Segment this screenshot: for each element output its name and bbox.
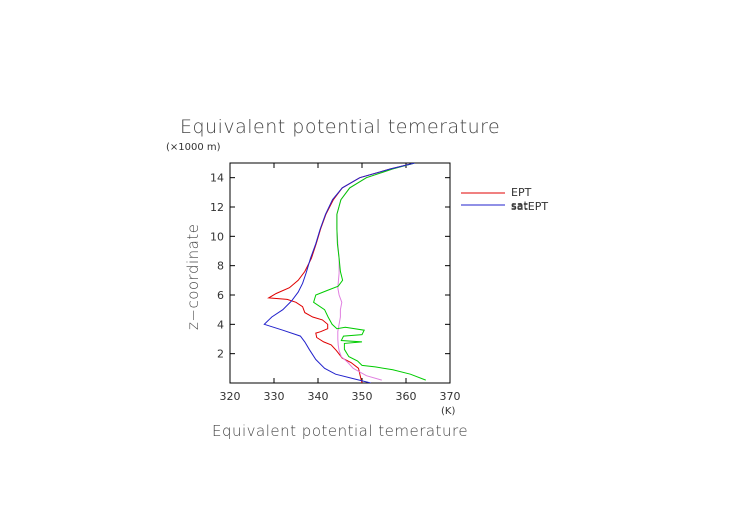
series-line-unnamed: [263, 163, 415, 383]
y-tick-label: 10: [210, 230, 224, 243]
x-tick-label: 340: [308, 390, 329, 403]
series-line-satept: [336, 163, 415, 381]
y-axis-ticks: 2 4 6 8 10 12 14: [210, 172, 450, 361]
legend-label: satEPT: [511, 200, 548, 213]
x-axis-unit: (K): [441, 406, 455, 417]
x-tick-label: 320: [220, 390, 241, 403]
y-tick-label: 2: [217, 348, 224, 361]
y-axis-unit: (×1000 m): [166, 142, 221, 153]
x-tick-label: 330: [264, 390, 285, 403]
chart-title: Equivalent potential temerature: [180, 116, 500, 138]
x-tick-label: 360: [396, 390, 417, 403]
series-line-ept: [267, 163, 415, 383]
y-tick-label: 8: [217, 260, 224, 273]
y-axis-label: z−coordinate: [184, 224, 202, 330]
y-tick-label: 6: [217, 289, 224, 302]
x-tick-label: 370: [440, 390, 461, 403]
series-group: [263, 163, 426, 383]
legend-label-overlap: sat: [511, 199, 528, 212]
y-tick-label: 4: [217, 318, 224, 331]
x-axis-label: Equivalent potential temerature: [212, 422, 468, 440]
y-tick-label: 14: [210, 172, 224, 185]
x-axis-ticks: 320 330 340 350 360 370: [220, 163, 461, 403]
plot-area: [229, 162, 451, 384]
series-line-sat: [313, 163, 426, 381]
y-tick-label: 12: [210, 201, 224, 214]
legend-label: EPT: [511, 186, 532, 199]
x-tick-label: 350: [352, 390, 373, 403]
